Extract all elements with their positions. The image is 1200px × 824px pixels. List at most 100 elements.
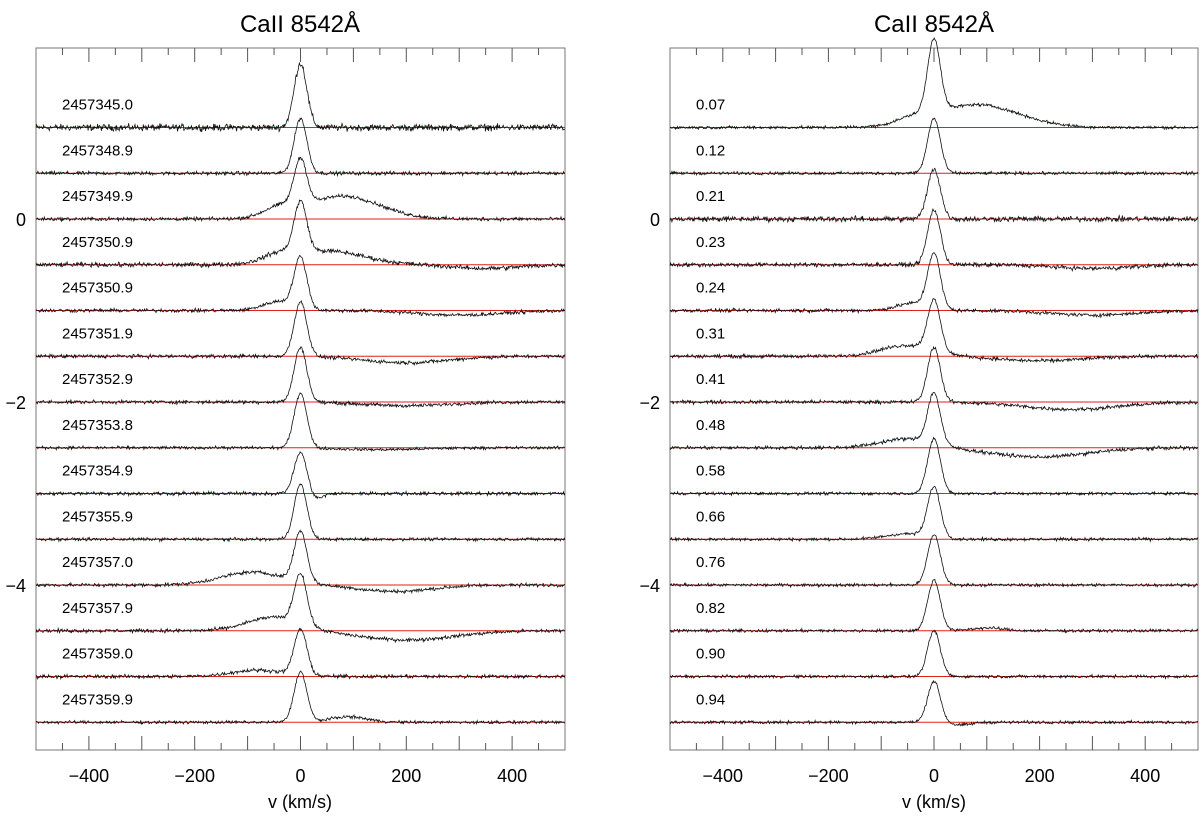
spectrum-line xyxy=(35,392,565,453)
y-tick-label: −4 xyxy=(5,576,26,596)
spectrum-line xyxy=(669,208,1199,273)
spectrum-0.07: 0.07 xyxy=(669,36,1199,131)
x-tick-label: 400 xyxy=(497,766,527,786)
spectrum-0.23: 0.23 xyxy=(669,208,1199,273)
spectrum-2457353.8: 2457353.8 xyxy=(35,392,565,453)
spectrum-0.90: 0.90 xyxy=(669,629,1199,680)
x-tick-label: 0 xyxy=(929,766,939,786)
right-panel-xlabel: v (km/s) xyxy=(902,792,966,812)
spectrum-0.31: 0.31 xyxy=(669,298,1199,364)
x-tick-label: 0 xyxy=(295,766,305,786)
spectrum-label: 2457351.9 xyxy=(62,325,133,342)
x-tick-label: 200 xyxy=(1025,766,1055,786)
spectrum-2457352.9: 2457352.9 xyxy=(35,346,566,409)
spectrum-2457345.0: 2457345.0 xyxy=(35,61,566,133)
spectrum-label: 0.66 xyxy=(696,508,725,525)
spectrum-0.66: 0.66 xyxy=(669,486,1199,543)
x-tick-label: 200 xyxy=(391,766,421,786)
spectrum-0.12: 0.12 xyxy=(669,117,1199,177)
spectrum-label: 2457345.0 xyxy=(62,97,133,114)
left-panel-title: CaII 8542Å xyxy=(240,10,360,38)
spectrum-line xyxy=(669,391,1199,460)
left-panel-xlabel: v (km/s) xyxy=(268,792,332,812)
spectrum-label: 0.31 xyxy=(696,325,725,342)
y-tick-label: 0 xyxy=(650,210,660,230)
spectrum-label: 0.90 xyxy=(696,646,725,663)
spectrum-label: 2457353.8 xyxy=(62,417,133,434)
spectrum-0.82: 0.82 xyxy=(669,578,1199,634)
x-tick-label: −200 xyxy=(808,766,849,786)
spectrum-label: 0.24 xyxy=(696,280,725,297)
spectrum-label: 2457354.9 xyxy=(62,463,133,480)
spectrum-label: 2457349.9 xyxy=(62,188,133,205)
x-tick-label: 400 xyxy=(1130,766,1160,786)
spectrum-label: 0.12 xyxy=(696,142,725,159)
spectrum-2457355.9: 2457355.9 xyxy=(35,483,566,543)
y-tick-label: 0 xyxy=(16,210,26,230)
spectrum-label: 0.94 xyxy=(696,691,725,708)
spectrum-label: 2457350.9 xyxy=(62,234,133,251)
x-tick-label: −400 xyxy=(69,766,110,786)
spectrum-2457350.9: 2457350.9 xyxy=(35,255,566,318)
spectrum-2457348.9: 2457348.9 xyxy=(35,117,566,178)
spectrum-line xyxy=(35,61,566,133)
spectrum-2457359.9: 2457359.9 xyxy=(35,670,565,726)
spectrum-label: 0.58 xyxy=(696,463,725,480)
spectrum-line xyxy=(35,299,566,367)
spectrum-line xyxy=(35,156,566,223)
spectrum-line xyxy=(35,483,566,543)
right-panel-title: CaII 8542Å xyxy=(874,10,994,38)
spectrum-2457354.9: 2457354.9 xyxy=(35,451,566,500)
x-tick-label: −200 xyxy=(174,766,215,786)
y-tick-label: −2 xyxy=(5,393,26,413)
y-tick-label: −2 xyxy=(639,393,660,413)
spectrum-line xyxy=(669,534,1198,589)
spectrum-label: 0.21 xyxy=(696,188,725,205)
spectrum-line xyxy=(669,578,1199,634)
spectrum-label: 2457352.9 xyxy=(62,371,133,388)
spectrum-line xyxy=(670,436,1199,497)
spectrum-label: 0.48 xyxy=(696,417,725,434)
spectrum-line xyxy=(669,252,1199,319)
spectrum-label: 2457348.9 xyxy=(62,142,133,159)
spectrum-0.76: 0.76 xyxy=(669,534,1198,589)
spectrum-line xyxy=(35,670,565,726)
spectrum-label: 0.76 xyxy=(696,554,725,571)
spectrum-0.58: 0.58 xyxy=(670,436,1199,497)
spectrum-line xyxy=(669,298,1199,364)
spectrum-line xyxy=(669,629,1199,680)
spectrum-line xyxy=(35,346,566,409)
spectrum-2457351.9: 2457351.9 xyxy=(35,299,566,367)
spectrum-label: 2457350.9 xyxy=(62,280,133,297)
left-panel: CaII 8542Å v (km/s) −400 −200 0 200 400 0 −2 −4… xyxy=(5,10,566,812)
right-panel: CaII 8542Å v (km/s) −400 −200 0 200 400 0 −2 −4… xyxy=(639,10,1199,812)
spectrum-label: 0.82 xyxy=(696,600,725,617)
spectrum-label: 2457355.9 xyxy=(62,508,133,525)
spectrum-line xyxy=(35,451,566,500)
spectrum-0.21: 0.21 xyxy=(669,167,1199,224)
spectrum-line xyxy=(35,573,566,644)
x-tick-label: −400 xyxy=(703,766,744,786)
spectrum-line xyxy=(35,199,566,272)
spectrum-2457357.9: 2457357.9 xyxy=(35,573,566,644)
spectrum-label: 2457357.0 xyxy=(62,554,133,571)
spectrum-0.24: 0.24 xyxy=(669,252,1199,319)
spectrum-0.94: 0.94 xyxy=(669,679,1199,727)
spectrum-line xyxy=(669,345,1198,413)
spectrum-line xyxy=(669,36,1199,131)
spectrum-line xyxy=(35,529,565,595)
spectrum-line xyxy=(35,255,566,318)
spectrum-2457350.9: 2457350.9 xyxy=(35,199,566,272)
plot-frame xyxy=(669,47,1199,751)
spectrum-2457357.0: 2457357.0 xyxy=(35,529,565,595)
spectrum-2457359.0: 2457359.0 xyxy=(35,627,566,681)
spectrum-label: 2457357.9 xyxy=(62,600,133,617)
spectrum-line xyxy=(669,679,1199,727)
spectrum-0.48: 0.48 xyxy=(669,391,1199,460)
spectrum-0.41: 0.41 xyxy=(669,345,1198,413)
spectrum-label: 0.41 xyxy=(696,371,725,388)
spectrum-line xyxy=(669,486,1199,543)
spectrum-label: 2457359.9 xyxy=(62,691,133,708)
y-tick-label: −4 xyxy=(639,576,660,596)
